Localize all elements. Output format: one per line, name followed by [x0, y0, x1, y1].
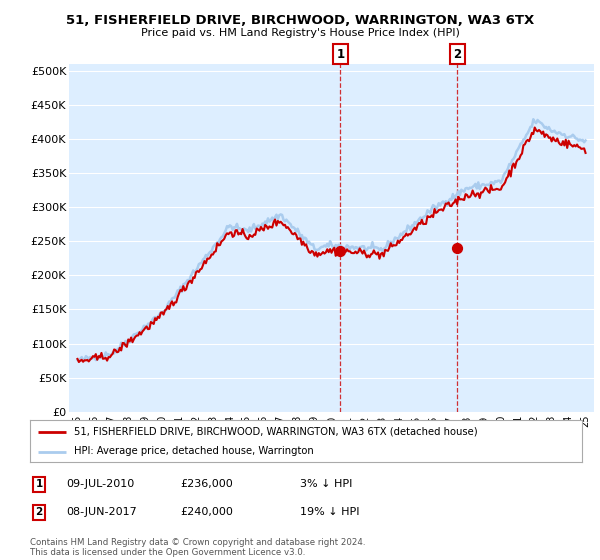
Text: 3% ↓ HPI: 3% ↓ HPI: [300, 479, 352, 489]
Text: 2: 2: [454, 48, 461, 61]
Text: 1: 1: [35, 479, 43, 489]
Text: Price paid vs. HM Land Registry's House Price Index (HPI): Price paid vs. HM Land Registry's House …: [140, 28, 460, 38]
Point: [452, 244, 462, 253]
Text: £240,000: £240,000: [180, 507, 233, 517]
Text: £236,000: £236,000: [180, 479, 233, 489]
Text: 1: 1: [336, 48, 344, 61]
Text: 08-JUN-2017: 08-JUN-2017: [66, 507, 137, 517]
Text: Contains HM Land Registry data © Crown copyright and database right 2024.
This d: Contains HM Land Registry data © Crown c…: [30, 538, 365, 557]
Text: 19% ↓ HPI: 19% ↓ HPI: [300, 507, 359, 517]
Text: 51, FISHERFIELD DRIVE, BIRCHWOOD, WARRINGTON, WA3 6TX: 51, FISHERFIELD DRIVE, BIRCHWOOD, WARRIN…: [66, 14, 534, 27]
Point: [335, 246, 345, 255]
Text: HPI: Average price, detached house, Warrington: HPI: Average price, detached house, Warr…: [74, 446, 314, 456]
Text: 51, FISHERFIELD DRIVE, BIRCHWOOD, WARRINGTON, WA3 6TX (detached house): 51, FISHERFIELD DRIVE, BIRCHWOOD, WARRIN…: [74, 427, 478, 437]
Text: 2: 2: [35, 507, 43, 517]
Text: 09-JUL-2010: 09-JUL-2010: [66, 479, 134, 489]
